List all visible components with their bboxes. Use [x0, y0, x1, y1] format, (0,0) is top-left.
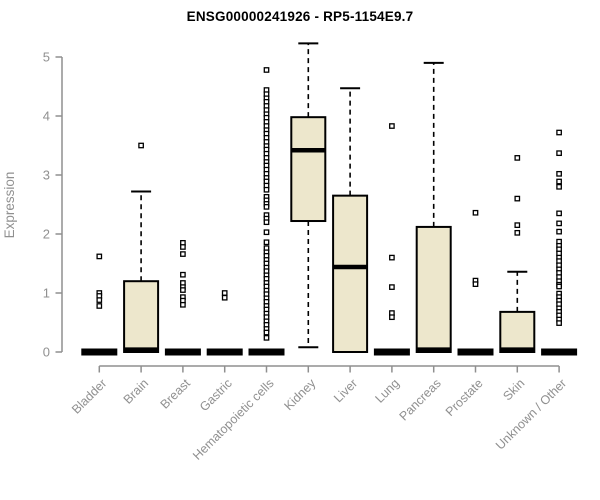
outlier-point-hematopoietic-cells — [263, 186, 270, 193]
outlier-point-unknown-other — [556, 170, 562, 177]
x-category-label-hematopoietic-cells: Hematopoietic cells — [190, 376, 277, 463]
y-tick-label: 3 — [43, 168, 50, 183]
outlier-point-prostate — [472, 281, 479, 288]
outlier-point-bladder — [96, 297, 103, 303]
outlier-point-skin — [514, 229, 521, 236]
outlier-point-breast — [180, 301, 186, 308]
x-category-label-pancreas: Pancreas — [397, 376, 444, 423]
y-tick-label: 1 — [43, 286, 50, 301]
outlier-point-breast — [180, 244, 186, 250]
outlier-point-hematopoietic-cells — [263, 334, 270, 341]
x-category-label-liver: Liver — [331, 376, 360, 405]
collapsed-box-prostate — [457, 348, 494, 356]
outlier-point-hematopoietic-cells — [263, 219, 270, 226]
collapsed-box-bladder — [81, 348, 118, 356]
x-category-label-kidney: Kidney — [281, 376, 318, 413]
outlier-point-prostate — [472, 209, 479, 216]
outlier-point-breast — [180, 271, 186, 278]
y-tick-label: 5 — [43, 50, 50, 65]
chart-title: ENSG00000241926 - RP5-1154E9.7 — [186, 9, 414, 24]
x-category-label-prostate: Prostate — [443, 376, 486, 419]
x-category-label-brain: Brain — [121, 376, 152, 407]
box-skin — [499, 310, 536, 354]
collapsed-box-breast — [164, 348, 201, 356]
outlier-point-gastric — [221, 294, 228, 301]
outlier-point-hematopoietic-cells — [263, 239, 270, 246]
outlier-point-unknown-other — [556, 283, 562, 290]
outlier-point-lung — [389, 123, 395, 129]
collapsed-box-lung — [373, 348, 410, 356]
outlier-point-unknown-other — [556, 183, 562, 190]
outlier-point-breast — [180, 251, 186, 257]
outlier-point-lung — [389, 254, 395, 261]
outlier-point-skin — [514, 155, 521, 161]
outlier-point-gastric — [221, 290, 228, 296]
outlier-point-unknown-other — [556, 320, 562, 326]
outlier-point-unknown-other — [556, 129, 562, 136]
x-category-label-skin: Skin — [500, 376, 527, 403]
outlier-point-unknown-other — [556, 178, 562, 185]
outlier-point-hematopoietic-cells — [263, 204, 270, 210]
outlier-point-skin — [514, 195, 521, 202]
collapsed-box-hematopoietic-cells — [248, 348, 285, 356]
outlier-point-hematopoietic-cells — [263, 329, 270, 336]
outlier-point-hematopoietic-cells — [263, 67, 270, 73]
box-brain — [123, 280, 160, 354]
outlier-point-bladder — [96, 303, 103, 309]
x-category-label-bladder: Bladder — [69, 376, 109, 416]
outlier-point-lung — [389, 314, 395, 321]
y-tick-label: 2 — [43, 227, 50, 242]
outlier-point-lung — [389, 284, 395, 290]
outlier-point-unknown-other — [556, 228, 562, 235]
y-tick-label: 4 — [43, 109, 50, 124]
box-kidney — [290, 116, 327, 223]
box-pancreas — [415, 225, 452, 353]
outlier-point-breast — [180, 287, 186, 293]
outlier-point-unknown-other — [556, 210, 562, 217]
x-category-label-lung: Lung — [372, 376, 402, 406]
outlier-point-unknown-other — [556, 150, 562, 157]
collapsed-box-gastric — [206, 348, 243, 356]
outlier-point-hematopoietic-cells — [263, 229, 270, 236]
collapsed-box-unknown-other — [541, 348, 578, 356]
x-category-label-unknown-other: Unknown / Other — [493, 376, 569, 452]
outlier-point-skin — [514, 222, 521, 228]
outlier-point-bladder — [96, 253, 103, 260]
outlier-point-brain — [138, 142, 144, 149]
box-liver — [332, 194, 369, 353]
outlier-point-unknown-other — [556, 220, 562, 227]
y-axis-title: Expression — [2, 172, 17, 239]
x-category-label-breast: Breast — [158, 376, 194, 412]
x-category-label-gastric: Gastric — [197, 376, 235, 414]
y-tick-label: 0 — [43, 345, 50, 360]
